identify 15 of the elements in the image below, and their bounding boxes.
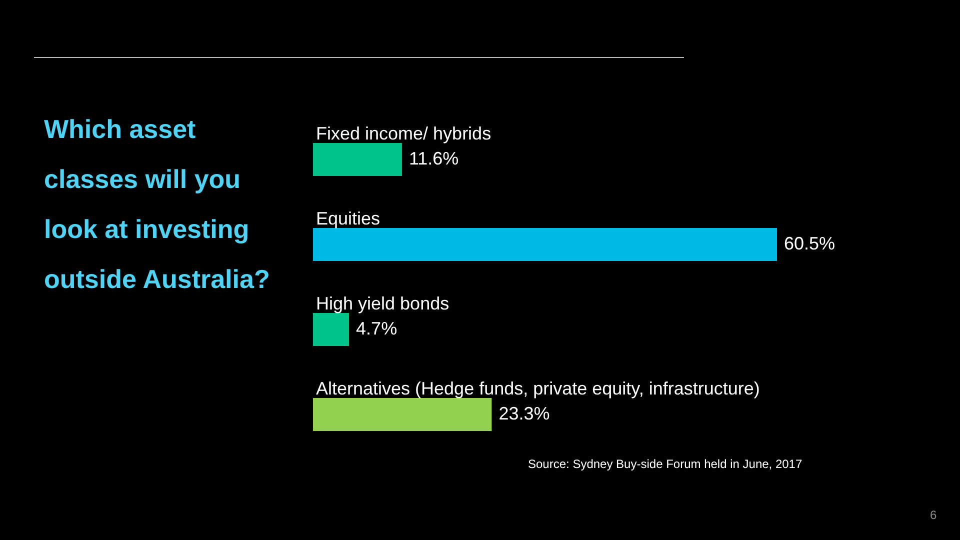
text: 6 (930, 508, 937, 522)
y-tick-label: Fixed income/ hybrids (316, 124, 492, 144)
y-tick-label: High yield bonds (316, 294, 450, 314)
bar (313, 398, 492, 431)
bar (313, 143, 402, 176)
y-tick-label: Alternatives (Hedge funds, private equity, infrastructure) (316, 378, 760, 398)
bar (313, 313, 350, 346)
data-label: 4.7% (356, 318, 398, 338)
bar (313, 228, 777, 261)
y-tick-label: Equities (316, 208, 380, 228)
source-note: Source: Sydney Buy-side Forum held in June, 2017 (528, 457, 802, 471)
text: Which asset classes will you look at investing outside Australia? (44, 113, 271, 296)
data-label: 23.3% (498, 404, 550, 424)
data-label: 11.6% (408, 148, 459, 168)
data-label: 60.5% (784, 234, 836, 254)
